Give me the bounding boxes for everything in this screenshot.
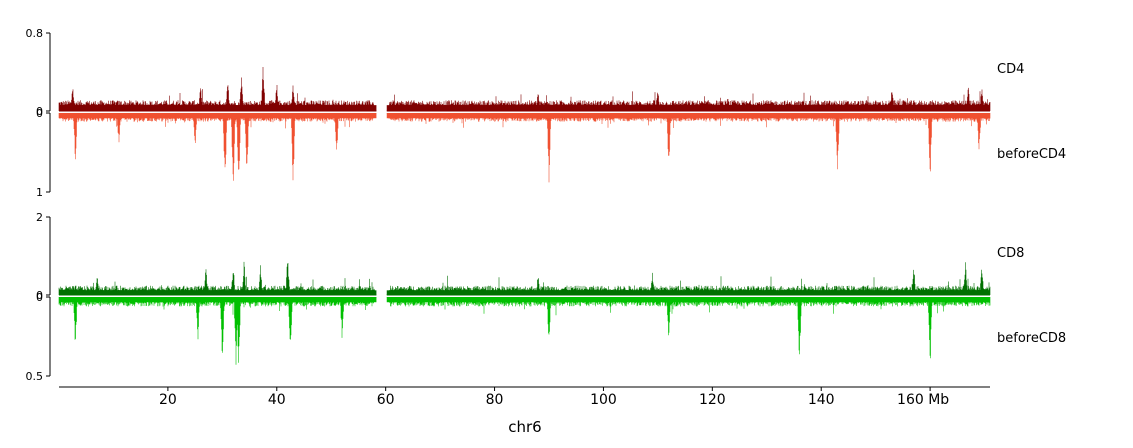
baseline-band-beforeCD8-0 xyxy=(59,297,377,303)
x-tick-label-40: 40 xyxy=(268,392,286,408)
track-label-CD4: CD4 xyxy=(997,62,1024,77)
x-tick-label-160: 160 Mb xyxy=(897,392,949,408)
track-CD4 xyxy=(58,67,991,112)
track-label-beforeCD8: beforeCD8 xyxy=(997,331,1066,346)
x-axis-title: chr6 xyxy=(508,418,541,436)
y-tick-label-CD8-1: 0 xyxy=(36,289,43,302)
y-tick-label-CD4-1: 0 xyxy=(36,105,43,118)
y-axis-CD8: 20 xyxy=(36,211,51,302)
y-tick-label-CD4-0: 0.8 xyxy=(26,27,44,40)
y-tick-label-beforeCD8-1: 0.5 xyxy=(26,370,44,383)
x-tick-label-100: 100 xyxy=(590,392,617,408)
signal-beforeCD4 xyxy=(58,113,991,183)
y-axis-beforeCD8: 00.5 xyxy=(26,291,51,383)
y-tick-label-beforeCD4-0: 0 xyxy=(36,107,43,120)
baseline-band-CD8-1 xyxy=(386,290,990,296)
baseline-band-beforeCD4-0 xyxy=(59,113,377,119)
track-label-CD8: CD8 xyxy=(997,246,1024,261)
baseline-band-CD4-0 xyxy=(59,105,377,112)
x-tick-label-20: 20 xyxy=(159,392,177,408)
x-tick-label-80: 80 xyxy=(486,392,504,408)
signal-CD8 xyxy=(58,261,991,295)
x-tick-label-140: 140 xyxy=(808,392,835,408)
baseline-band-beforeCD8-1 xyxy=(386,297,990,303)
y-tick-label-CD8-0: 2 xyxy=(36,211,43,224)
y-tick-label-beforeCD8-0: 0 xyxy=(36,291,43,304)
track-beforeCD4 xyxy=(58,113,991,183)
track-beforeCD8 xyxy=(58,297,991,365)
y-axis-beforeCD4: 01 xyxy=(36,107,51,199)
track-CD8 xyxy=(58,261,991,296)
x-axis: 20 40 60 80 100 120 140 160 Mb xyxy=(59,386,990,408)
baseline-band-beforeCD4-1 xyxy=(386,113,990,119)
y-axis-CD4: 0.80 xyxy=(26,27,51,118)
tracks-layer xyxy=(58,67,991,365)
x-tick-label-120: 120 xyxy=(699,392,726,408)
track-label-beforeCD4: beforeCD4 xyxy=(997,147,1066,162)
baseline-band-CD4-1 xyxy=(386,105,990,112)
signal-beforeCD8 xyxy=(58,297,991,365)
baseline-band-CD8-0 xyxy=(59,290,377,296)
y-tick-label-beforeCD4-1: 1 xyxy=(36,186,43,199)
x-tick-label-60: 60 xyxy=(377,392,395,408)
signal-CD4 xyxy=(58,67,991,111)
